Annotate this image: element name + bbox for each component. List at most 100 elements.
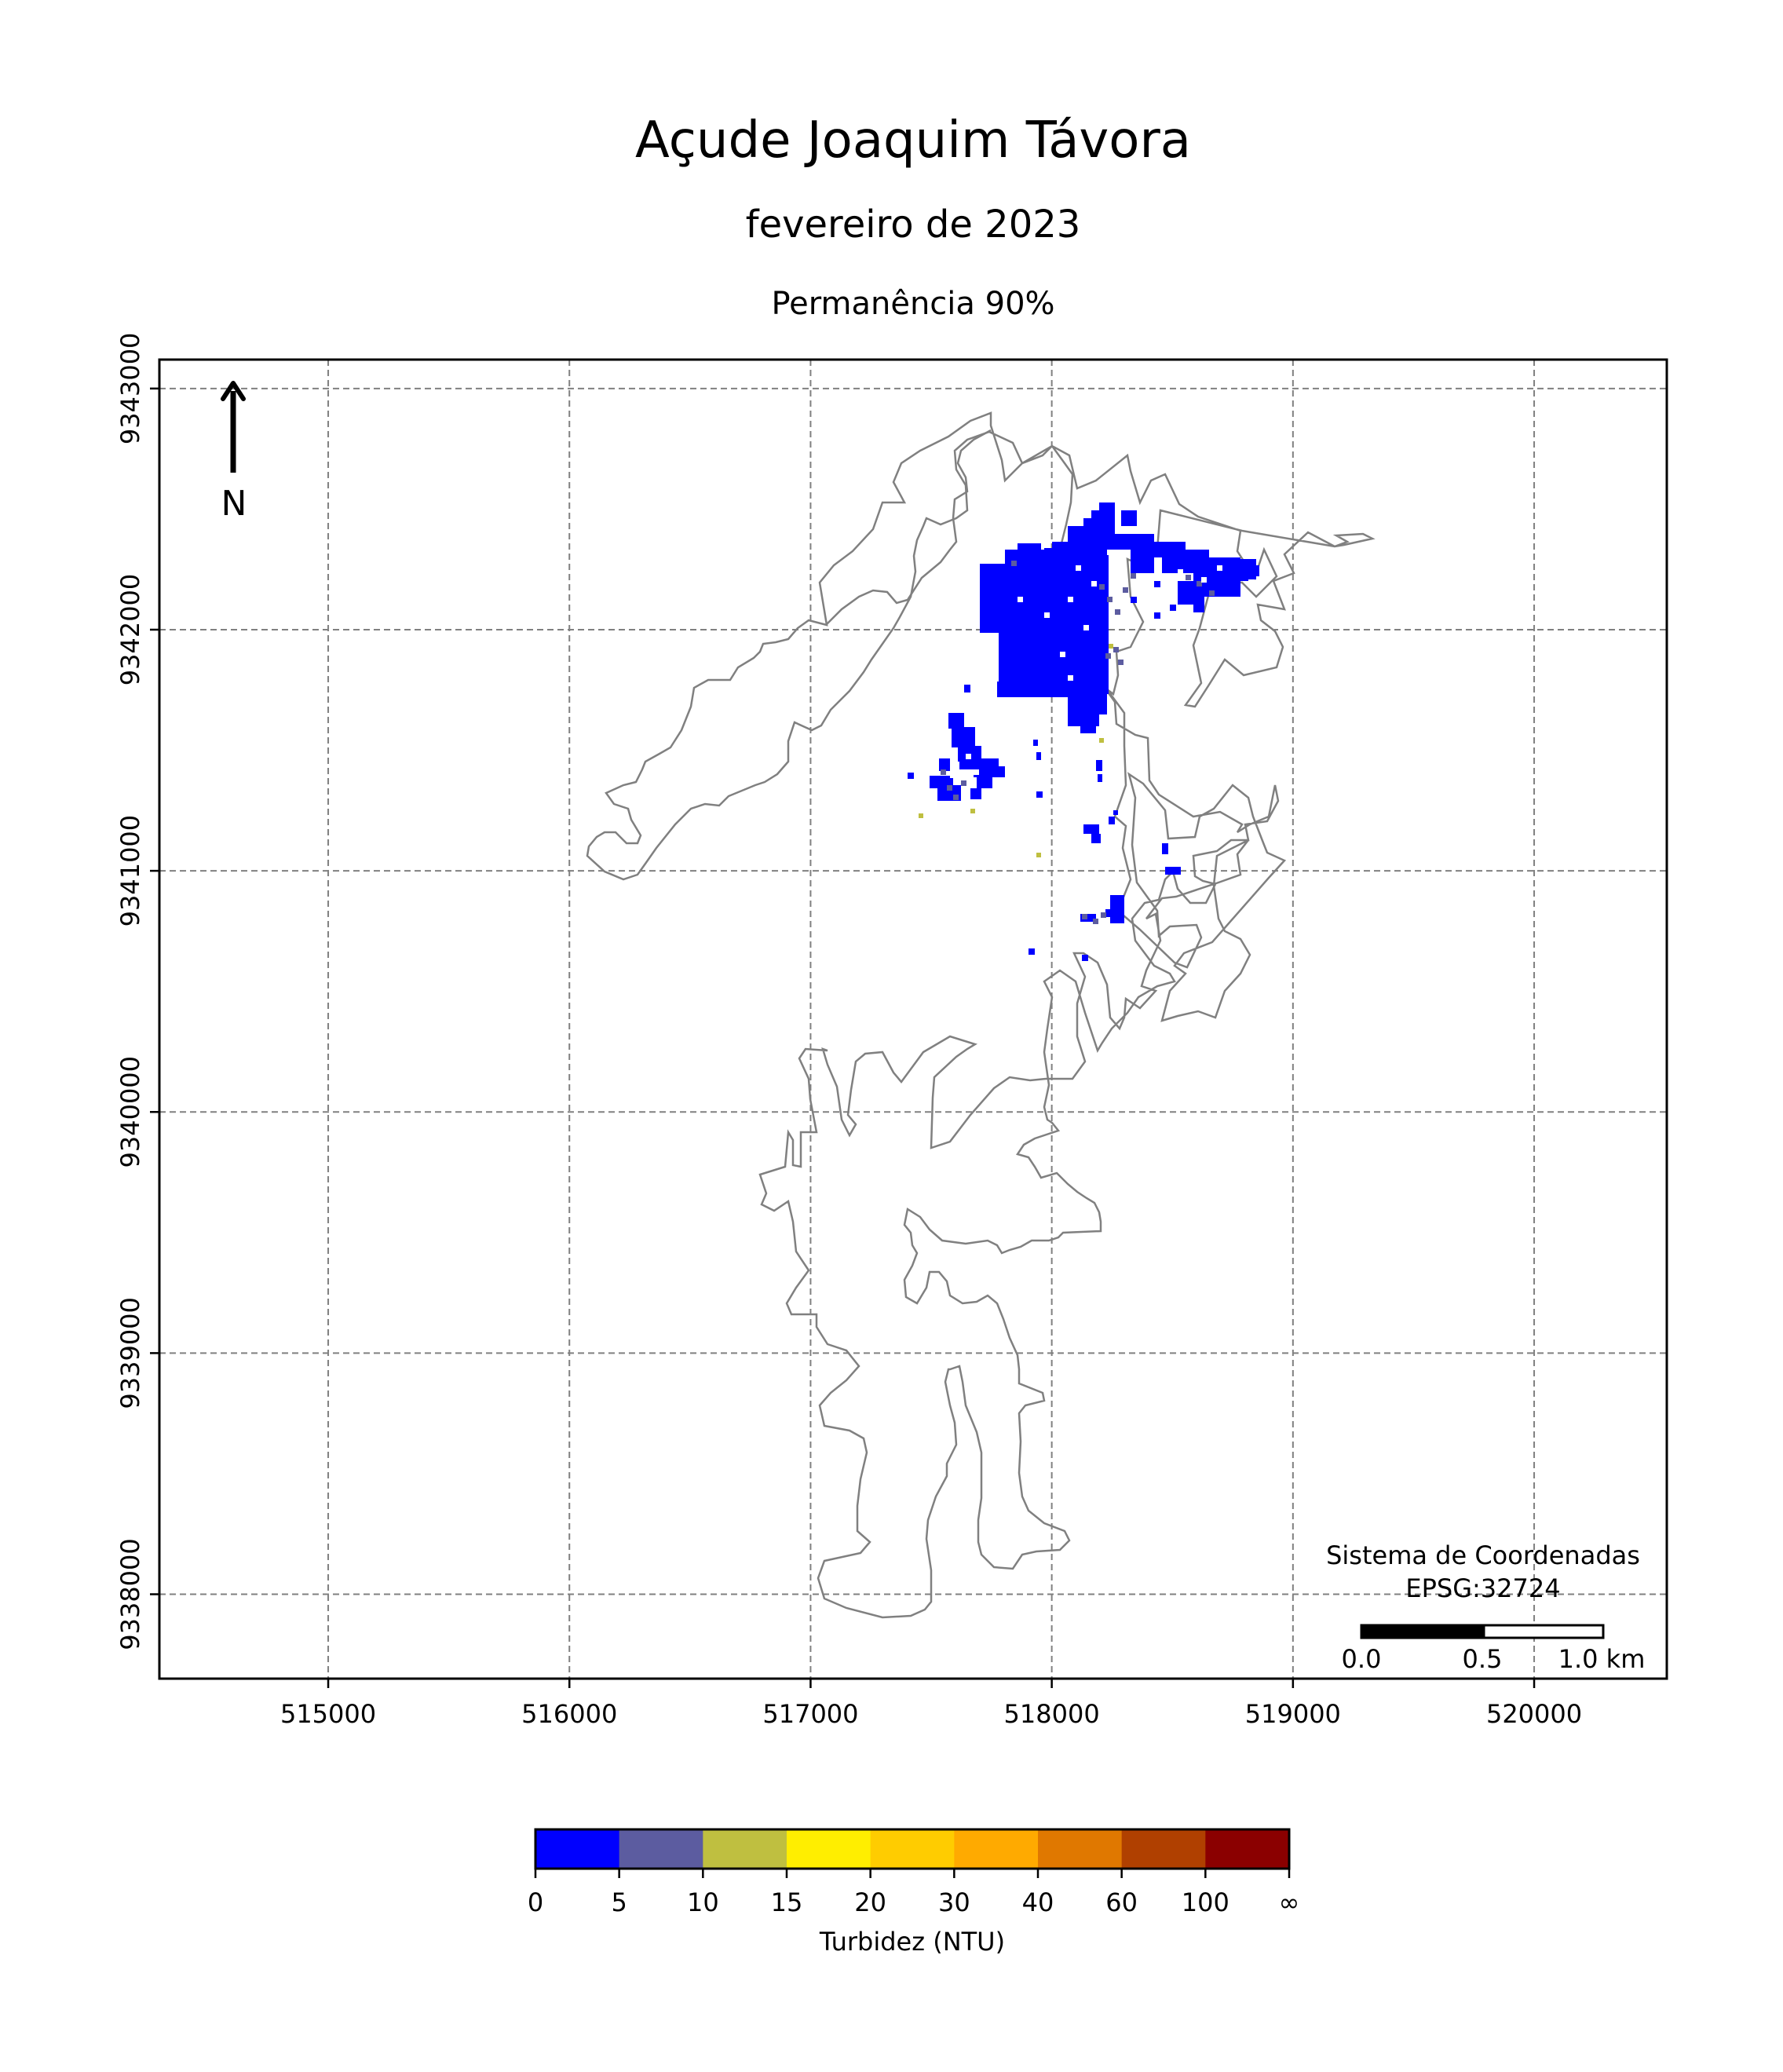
turbidity-pixel: [1115, 609, 1120, 615]
colorbar-tick-label: 15: [771, 1887, 803, 1917]
turbidity-pixel: [1154, 581, 1160, 587]
x-axis: 515000 516000 517000 518000 519000 520000: [280, 1679, 1582, 1729]
turbidity-gap: [966, 754, 971, 759]
turbidity-gap: [1044, 612, 1050, 618]
turbidity-pixel: [1118, 660, 1124, 665]
turbidity-pixel: [947, 785, 952, 791]
turbidity-pixel: [1033, 740, 1038, 746]
map-subtitle: fevereiro de 2023: [746, 203, 1081, 247]
colorbar-segment: [619, 1829, 703, 1869]
scale-label-1: 0.5: [1463, 1644, 1503, 1674]
turbidity-gap: [1107, 550, 1113, 555]
turbidity-pixel: [974, 766, 1005, 777]
y-tick-label: 9342000: [115, 574, 145, 686]
turbidity-gap: [1178, 569, 1183, 575]
turbidity-pixel: [1099, 584, 1105, 590]
colorbar-segment: [870, 1829, 955, 1869]
turbidity-pixel: [1121, 510, 1137, 526]
x-tick-label: 515000: [280, 1699, 376, 1729]
turbidity-gap: [1018, 597, 1023, 602]
crs-line-1: Sistema de Coordenadas: [1326, 1540, 1640, 1570]
scale-bar: 0.0 0.5 1.0 km: [1342, 1624, 1646, 1674]
turbidity-pixel: [1098, 774, 1102, 782]
turbidity-pixel: [1197, 581, 1202, 587]
turbidity-pixel: [1248, 565, 1259, 576]
turbidity-pixel: [964, 685, 970, 692]
turbidity-gap: [1091, 581, 1097, 587]
turbidity-pixel: [1096, 760, 1102, 771]
turbidity-pixel: [919, 813, 923, 818]
y-tick-label: 9340000: [115, 1056, 145, 1168]
turbidity-pixel: [1123, 587, 1128, 593]
turbidity-pixel: [1131, 542, 1154, 573]
turbidity-pixel: [1018, 543, 1041, 553]
colorbar-frame: [534, 1828, 1291, 1870]
turbidity-pixel: [1113, 810, 1118, 815]
turbidity-pixel: [1186, 575, 1191, 580]
turbidity-pixel: [1162, 843, 1168, 854]
north-arrow: N: [221, 381, 247, 524]
colorbar-segment: [954, 1829, 1039, 1869]
turbidity-pixel: [1131, 573, 1136, 579]
turbidity-pixel: [977, 777, 992, 788]
turbidity-pixel: [908, 773, 914, 779]
turbidity-pixel: [1107, 597, 1113, 602]
turbidity-gap: [1083, 625, 1089, 630]
colorbar-tick-label: 100: [1182, 1887, 1229, 1917]
colorbar-segments: [535, 1829, 1290, 1869]
turbidity-pixel: [970, 809, 975, 813]
map-caption: Permanência 90%: [771, 286, 1054, 322]
colorbar-tick-label: 0: [528, 1887, 543, 1917]
turbidity-pixel: [1080, 722, 1096, 733]
turbidity-pixel: [1082, 955, 1088, 961]
turbidity-pixel: [1083, 824, 1099, 834]
scale-label-2: 1.0 km: [1558, 1644, 1646, 1674]
turbidity-pixel: [1036, 791, 1043, 798]
turbidity-pixel: [1105, 909, 1121, 917]
turbidity-pixel: [948, 713, 964, 729]
turbidity-pixel: [1131, 597, 1137, 603]
turbidity-pixel: [1105, 653, 1111, 659]
colorbar-segment: [535, 1829, 620, 1869]
reservoir-outline-detail: [825, 429, 992, 626]
colorbar-tick-label: 30: [938, 1887, 970, 1917]
turbidity-gap: [1076, 565, 1081, 571]
turbidity-pixel: [1193, 597, 1204, 612]
turbidity-pixel: [1109, 817, 1115, 824]
turbidity-pixel: [961, 780, 966, 786]
turbidity-gap: [974, 769, 979, 775]
turbidity-pixel: [1080, 914, 1096, 922]
turbidity-pixel: [1099, 502, 1115, 518]
map-frame: [158, 358, 1668, 1680]
colorbar-segment: [787, 1829, 871, 1869]
colorbar-tick-label: 60: [1105, 1887, 1138, 1917]
x-tick-label: 516000: [521, 1699, 617, 1729]
y-tick-label: 9338000: [115, 1538, 145, 1650]
turbidity-pixel: [953, 795, 959, 800]
turbidity-pixel: [1099, 738, 1104, 743]
turbidity-pixel: [970, 788, 981, 799]
x-tick-label: 518000: [1004, 1699, 1100, 1729]
turbidity-pixel: [1036, 853, 1041, 857]
turbidity-gap: [1068, 597, 1073, 602]
turbidity-gap: [1060, 652, 1065, 657]
colorbar-tick-label: ∞: [1279, 1887, 1300, 1917]
turbidity-pixel: [1093, 919, 1098, 924]
turbidity-pixel: [1154, 612, 1160, 619]
turbidity-pixel: [1113, 647, 1119, 652]
map-panel: N Sistema de Coordenadas EPSG:32724 0.0 …: [158, 358, 1668, 1680]
crs-line-2: EPSG:32724: [1405, 1573, 1560, 1603]
map-title: Açude Joaquim Távora: [635, 111, 1191, 170]
y-axis: 9338000 9339000 9340000 9341000 9342000 93430…: [115, 333, 159, 1650]
turbidity-pixel: [1082, 914, 1087, 919]
colorbar-tick-label: 10: [687, 1887, 719, 1917]
colorbar-segment: [1205, 1829, 1290, 1869]
y-tick-label: 9343000: [115, 333, 145, 445]
turbidity-pixel: [1011, 561, 1017, 566]
turbidity-gap: [1068, 675, 1073, 681]
y-tick-label: 9339000: [115, 1297, 145, 1409]
turbidity-pixel: [939, 758, 950, 771]
turbidity-pixel: [1209, 590, 1215, 596]
colorbar-tick-label: 5: [611, 1887, 627, 1917]
